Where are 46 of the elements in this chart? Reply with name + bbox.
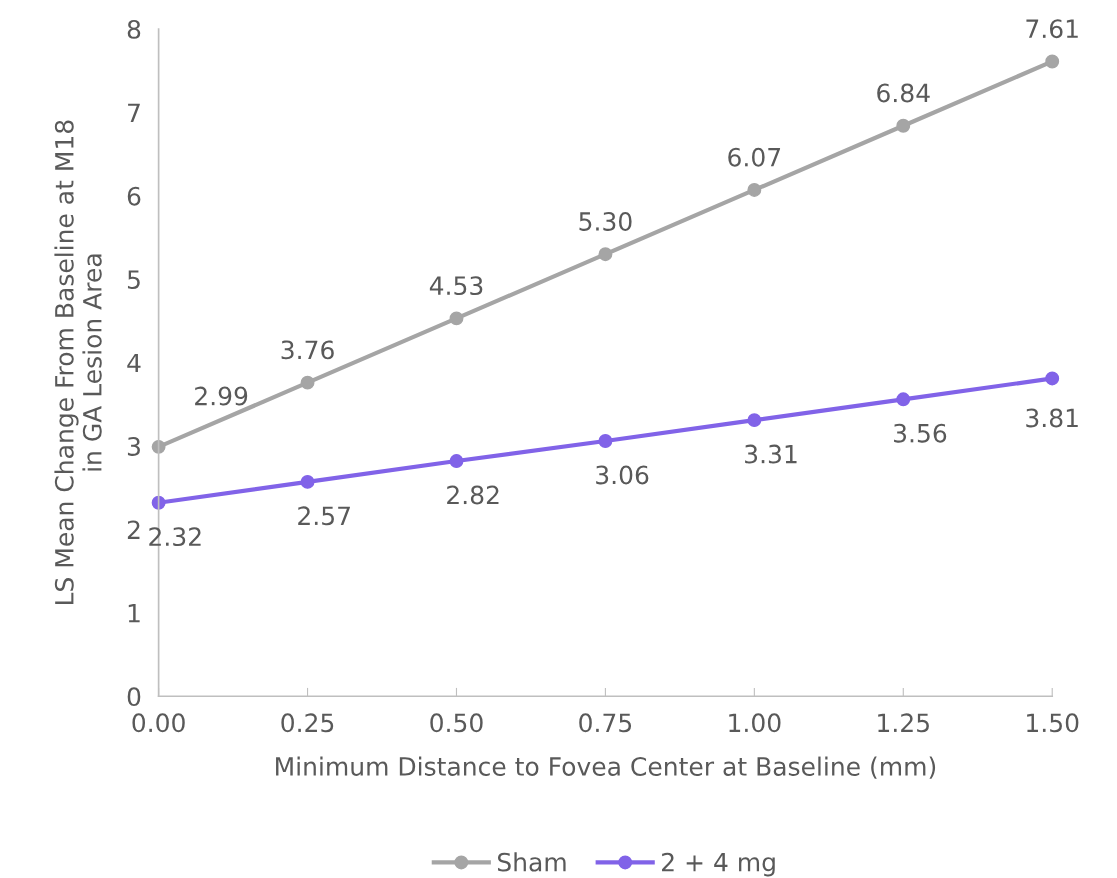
data-label: 3.81 bbox=[1026, 408, 1078, 428]
data-label: 3.06 bbox=[596, 465, 649, 485]
x-tick-label: 0.25 bbox=[281, 713, 334, 733]
legend-label: 2 + 4 mg bbox=[662, 852, 775, 877]
x-tick-label: 1.25 bbox=[878, 713, 929, 733]
data-label: 3.76 bbox=[281, 340, 334, 360]
x-tick-label: 0.75 bbox=[579, 713, 632, 733]
point bbox=[896, 118, 911, 133]
y-axis-title: LS Mean Change From Baseline at M18 in GA Lesion Area bbox=[54, 120, 102, 605]
point bbox=[300, 375, 315, 390]
x-tick-label: 1.00 bbox=[729, 713, 781, 733]
y-tick-label: 5 bbox=[127, 270, 140, 290]
y-tick-label: 4 bbox=[127, 353, 141, 373]
data-label: 2.32 bbox=[149, 527, 201, 547]
point bbox=[598, 434, 613, 448]
data-label: 2.82 bbox=[447, 485, 499, 505]
x-axis-title: Minimum Distance to Fovea Center at Baseline (mm) bbox=[276, 756, 936, 779]
point bbox=[896, 392, 911, 407]
x-tick-label: 0.50 bbox=[430, 713, 483, 733]
y-tick-label: 0 bbox=[127, 687, 141, 707]
point bbox=[747, 183, 762, 197]
data-label: 3.56 bbox=[894, 423, 947, 443]
data-label: 3.31 bbox=[745, 444, 797, 464]
data-label: 4.53 bbox=[429, 276, 483, 296]
y-tick-label: 6 bbox=[127, 186, 141, 206]
y-tick-label: 1 bbox=[128, 604, 140, 623]
data-label: 7.61 bbox=[1026, 19, 1078, 39]
data-label: 6.07 bbox=[728, 147, 781, 167]
point bbox=[449, 454, 464, 468]
data-label: 2.99 bbox=[195, 386, 248, 406]
point bbox=[598, 247, 613, 262]
data-label: 6.84 bbox=[877, 83, 930, 103]
point bbox=[747, 413, 762, 428]
x-tick-label: 1.50 bbox=[1027, 713, 1079, 733]
point bbox=[1045, 54, 1060, 69]
x-tick-label: 0.00 bbox=[132, 713, 185, 733]
y-tick-label: 2 bbox=[127, 520, 140, 539]
y-tick-label: 3 bbox=[127, 436, 140, 456]
y-tick-label: 8 bbox=[127, 19, 141, 39]
point bbox=[449, 311, 464, 326]
legend-label: Sham bbox=[497, 852, 566, 872]
y-tick-label: 7 bbox=[128, 103, 140, 122]
point bbox=[300, 474, 315, 489]
data-label: 2.57 bbox=[298, 506, 350, 526]
data-label: 5.30 bbox=[579, 211, 632, 231]
point bbox=[1045, 371, 1060, 386]
